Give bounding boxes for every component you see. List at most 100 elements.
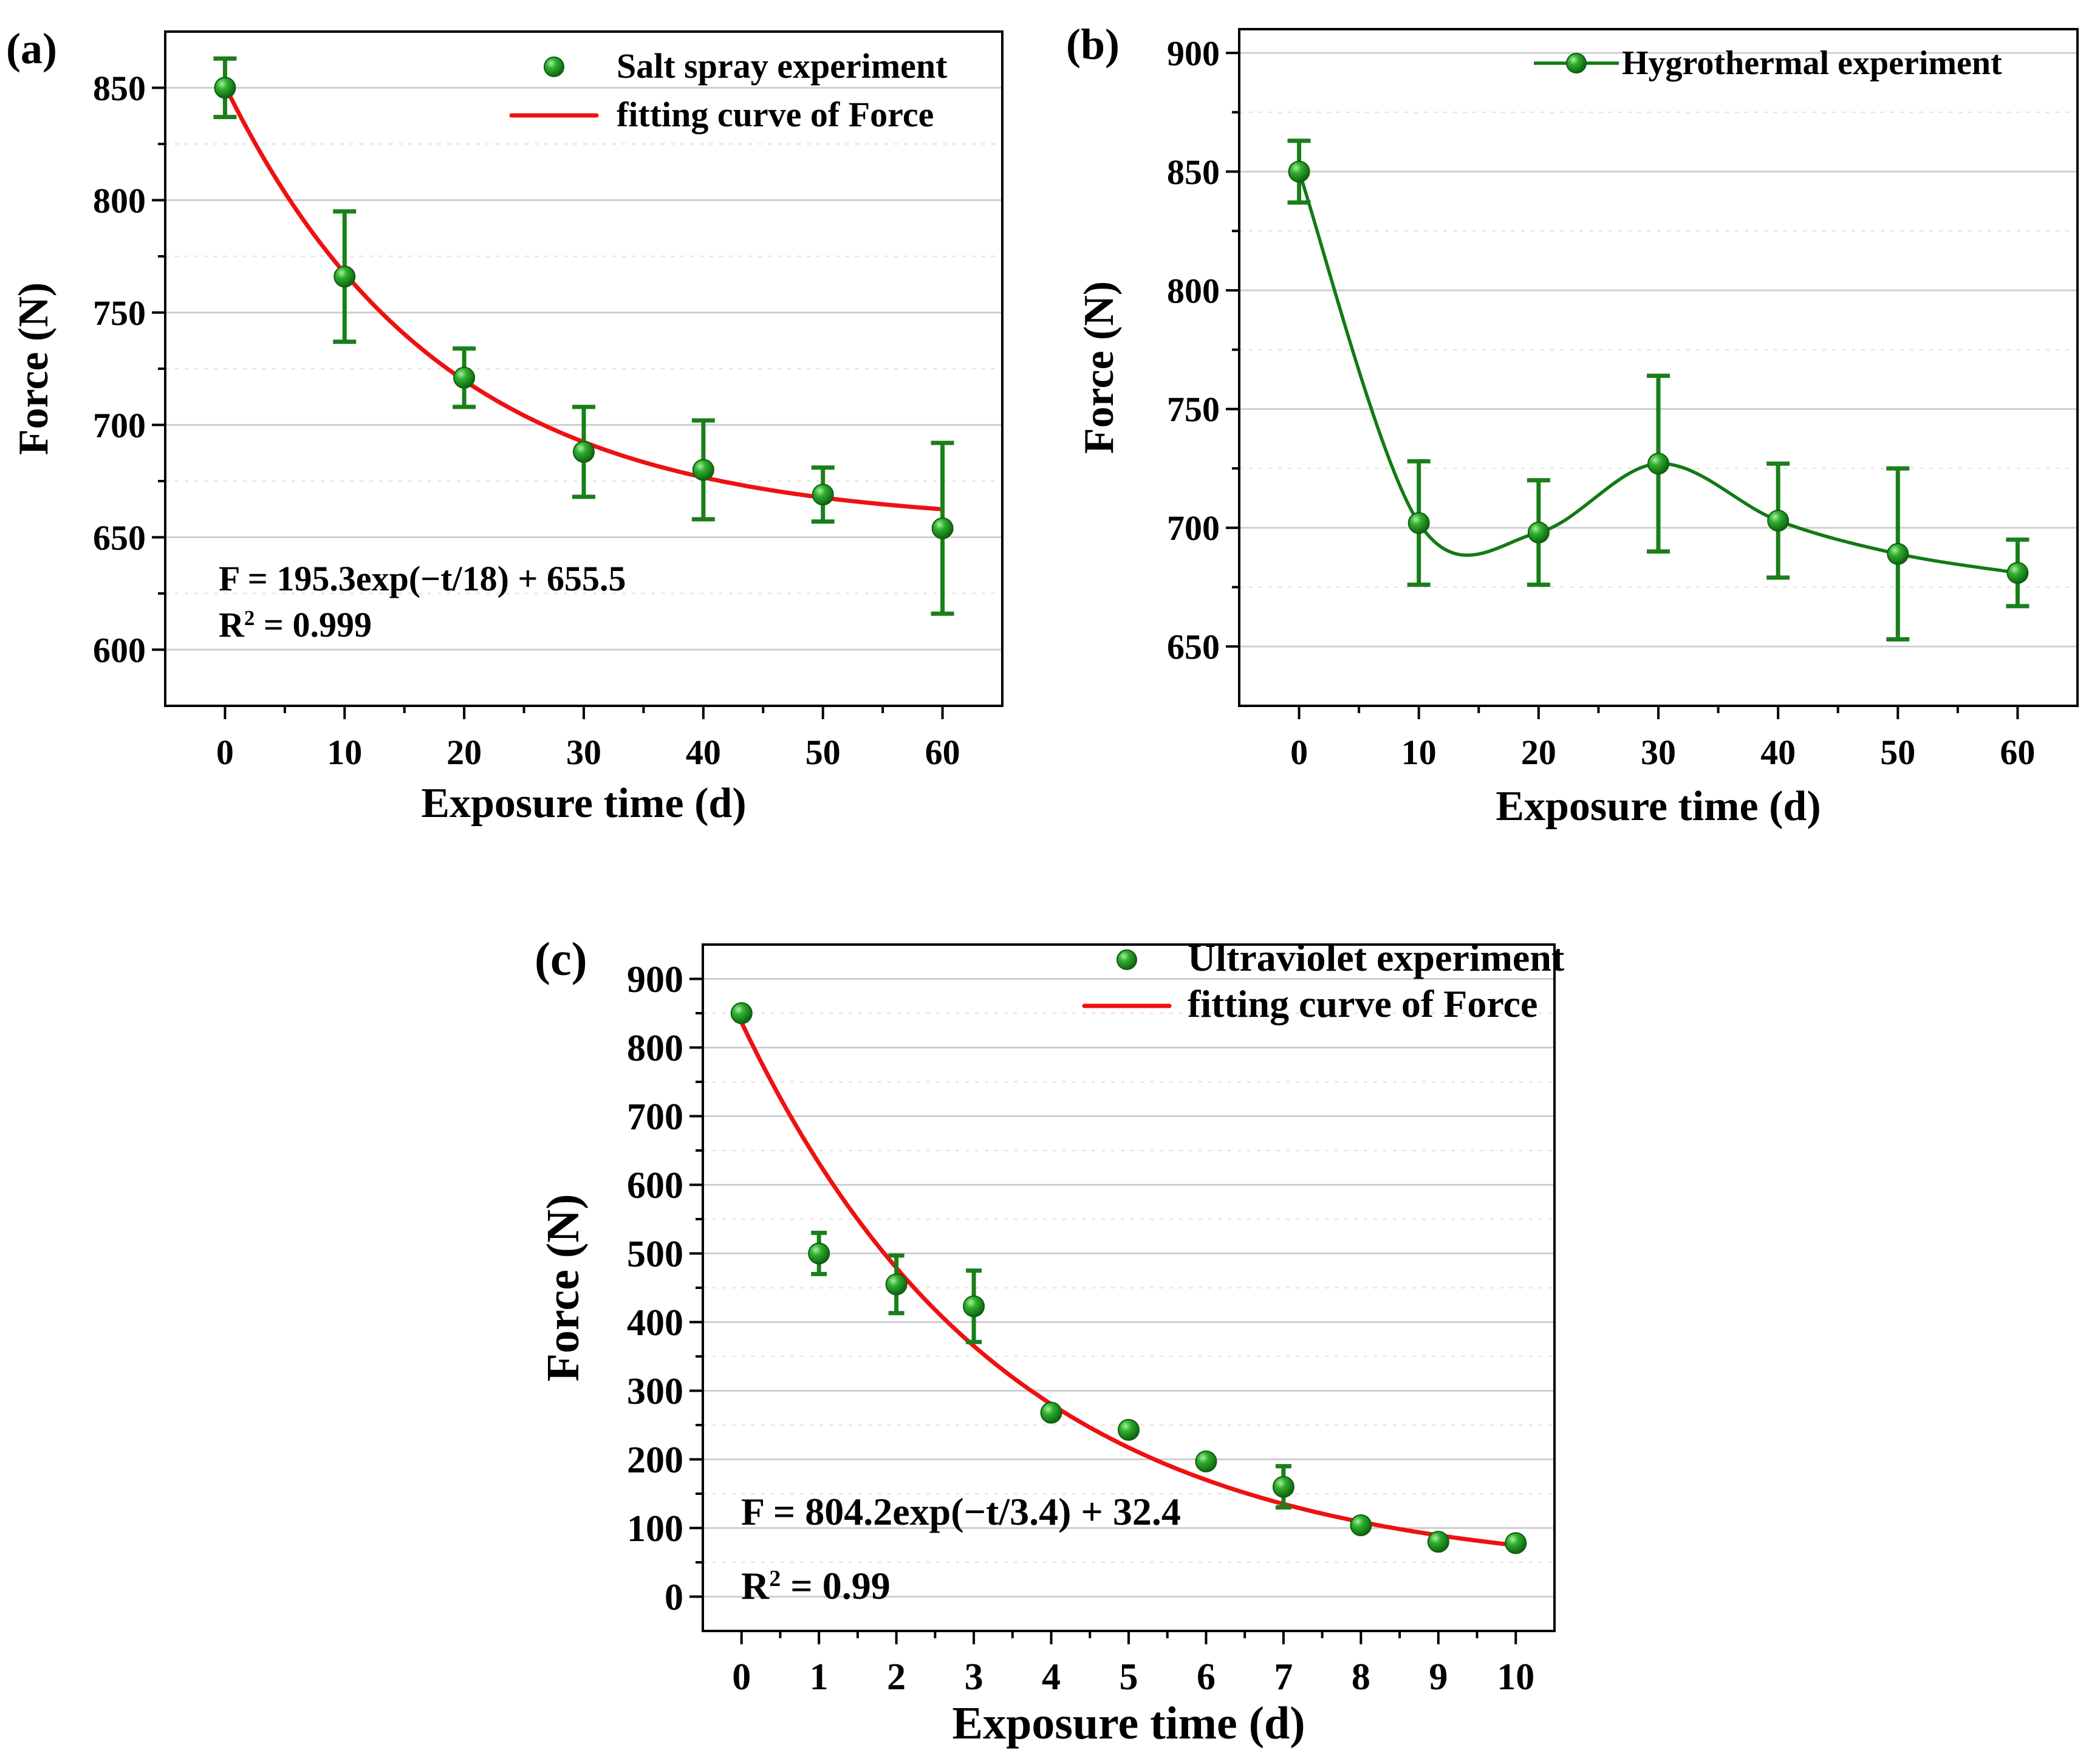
a-legend-marker: [544, 56, 564, 77]
a-x-tick-label: 10: [327, 733, 362, 772]
b-plot-frame: [1238, 28, 2079, 707]
a-x-tick-label: 20: [446, 733, 482, 772]
b-data-point: [1288, 160, 1310, 183]
a-panel-label: (a): [6, 24, 57, 73]
b-y-tick-label: 800: [1167, 271, 1220, 310]
b-x-tick-label: 0: [1290, 733, 1308, 772]
a-legend-series-label: Salt spray experiment: [617, 46, 948, 86]
c-data-point: [1272, 1475, 1294, 1498]
b-data-point: [1767, 510, 1790, 532]
b-x-tick-label: 20: [1521, 733, 1556, 772]
c-data-point: [963, 1295, 985, 1318]
c-y-tick-label: 500: [627, 1234, 683, 1275]
c-data-point: [1505, 1532, 1527, 1554]
b-data-point: [1887, 542, 1909, 565]
panel-c-ultraviolet: 0 1 2 3 4 5 6 7 8 9 100100200300400500600700800900…: [535, 932, 1565, 1749]
a-data-point: [453, 366, 476, 389]
b-legend-series-label: Hygrothermal experiment: [1622, 44, 2002, 82]
c-y-tick-label: 800: [627, 1028, 683, 1069]
b-x-tick-label: 50: [1880, 733, 1915, 772]
c-x-tick-label: 0: [732, 1656, 751, 1698]
b-x-tick-label: 10: [1401, 733, 1437, 772]
c-y-tick-label: 600: [627, 1165, 683, 1206]
a-data-point: [573, 440, 595, 463]
c-x-tick-label: 1: [810, 1656, 829, 1698]
c-x-tick-label: 9: [1429, 1656, 1448, 1698]
b-x-tick-label: 40: [1760, 733, 1796, 772]
a-y-tick-label: 750: [93, 293, 146, 333]
b-data-point: [2006, 562, 2029, 584]
c-data-point: [1040, 1401, 1062, 1424]
b-x-tick-label: 30: [1641, 733, 1676, 772]
c-data-point: [1195, 1450, 1217, 1472]
a-y-tick-label: 700: [93, 406, 146, 445]
a-x-tick-label: 40: [686, 733, 721, 772]
c-x-tick-label: 5: [1120, 1656, 1138, 1698]
c-x-tick-label: 4: [1042, 1656, 1061, 1698]
a-r-squared-label: R: [219, 605, 245, 644]
c-x-tick-label: 2: [887, 1656, 906, 1698]
a-y-axis-title: Force (N): [10, 282, 57, 455]
b-y-tick-label: 750: [1167, 390, 1220, 429]
a-y-tick-label: 600: [93, 631, 146, 670]
b-y-axis-title: Force (N): [1076, 281, 1123, 454]
a-data-point: [333, 265, 356, 288]
a-x-axis-title: Exposure time (d): [421, 780, 746, 827]
c-legend-series-label: Ultraviolet experiment: [1188, 936, 1565, 979]
a-data-point: [931, 517, 954, 539]
c-r-squared-label: R: [741, 1564, 770, 1607]
c-x-tick-label: 8: [1352, 1656, 1370, 1698]
a-data-point: [692, 459, 714, 481]
c-panel-label: (c): [535, 932, 587, 985]
a-x-tick-label: 60: [925, 733, 960, 772]
c-fit-curve: [739, 1020, 1518, 1548]
a-r-squared-value: = 0.999: [255, 605, 372, 644]
c-x-tick-label: 3: [965, 1656, 983, 1698]
c-data-point: [885, 1273, 908, 1296]
a-y-tick-label: 850: [93, 69, 146, 108]
b-panel-label: (b): [1066, 20, 1120, 69]
b-data-point: [1647, 453, 1669, 475]
c-data-point: [1118, 1418, 1140, 1441]
a-y-tick-label: 800: [93, 181, 146, 220]
c-y-tick-label: 100: [627, 1508, 683, 1550]
b-y-tick-label: 650: [1167, 627, 1220, 667]
c-data-point: [1427, 1531, 1449, 1553]
a-fit-equation: F = 195.3exp(−t/18) + 655.5: [219, 559, 626, 598]
c-y-tick-label: 300: [627, 1371, 683, 1412]
a-r-squared: R2 = 0.999: [219, 605, 372, 644]
b-data-point: [1527, 521, 1550, 544]
c-y-tick-label: 200: [627, 1440, 683, 1481]
c-y-axis-title: Force (N): [538, 1194, 589, 1382]
c-y-tick-label: 700: [627, 1096, 683, 1138]
c-x-axis-title: Exposure time (d): [952, 1698, 1305, 1749]
c-x-tick-label: 6: [1197, 1656, 1216, 1698]
a-data-point: [812, 484, 834, 506]
b-x-axis-title: Exposure time (d): [1496, 783, 1821, 830]
a-x-tick-label: 50: [805, 733, 841, 772]
a-x-tick-label: 0: [216, 733, 234, 772]
c-x-tick-label: 10: [1497, 1656, 1534, 1698]
panel-a-salt-spray: 0 10 20 30 40 50 60 600 650 700 750 800 850 Exposure …: [6, 24, 1004, 827]
b-x-tick-label: 60: [2000, 733, 2035, 772]
c-data-point: [730, 1002, 753, 1024]
c-y-tick-label: 0: [665, 1577, 683, 1618]
c-legend-marker: [1117, 949, 1137, 970]
c-data-point: [808, 1242, 830, 1265]
a-x-tick-label: 30: [566, 733, 601, 772]
c-r-squared-value: = 0.99: [781, 1564, 890, 1607]
panel-b-hygrothermal: 0 10 20 30 40 50 60 650 700 750 800 850 900 Exposure …: [1066, 20, 2079, 830]
c-r-squared-superscript: 2: [769, 1566, 781, 1591]
b-y-tick-label: 900: [1167, 33, 1220, 73]
b-y-tick-label: 700: [1167, 508, 1220, 548]
a-r-squared-superscript: 2: [244, 606, 255, 630]
c-legend-fit-label: fitting curve of Force: [1188, 982, 1537, 1025]
c-data-point: [1350, 1514, 1372, 1536]
a-data-point: [214, 77, 236, 99]
b-legend-marker: [1566, 53, 1587, 74]
b-y-tick-label: 850: [1167, 152, 1220, 192]
a-y-tick-label: 650: [93, 518, 146, 558]
a-legend-fit-label: fitting curve of Force: [617, 95, 934, 134]
b-data-point: [1407, 512, 1430, 535]
